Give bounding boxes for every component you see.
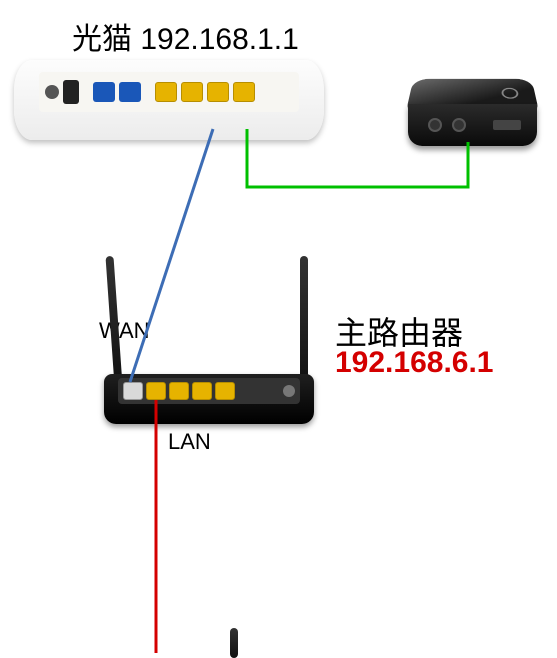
- settop-logo-ring: [501, 88, 519, 99]
- settop-slot: [493, 120, 521, 130]
- modem-power-port: [63, 80, 79, 104]
- modem-phone-port: [93, 82, 115, 102]
- settop-box-device: [405, 56, 540, 146]
- modem-body: [14, 60, 324, 140]
- modem-lan-port: [207, 82, 229, 102]
- second-router-antenna-tip: [230, 628, 238, 658]
- settop-jack: [428, 118, 442, 132]
- modem-lan-port: [233, 82, 255, 102]
- modem-phone-port: [119, 82, 141, 102]
- modem-reset-hole: [45, 85, 59, 99]
- router-lan-port: [169, 382, 189, 400]
- router-ip-label: 192.168.6.1: [335, 346, 493, 380]
- router-lan-port: [146, 382, 166, 400]
- router-antenna: [300, 256, 308, 386]
- router-port-panel: [118, 378, 300, 404]
- router-power-port: [283, 385, 295, 397]
- settop-front-face: [408, 104, 537, 146]
- modem-title-label: 光猫 192.168.1.1: [72, 14, 299, 58]
- lan-label: LAN: [168, 429, 211, 455]
- router-lan-port: [215, 382, 235, 400]
- main-router-device: [104, 256, 314, 424]
- router-body: [104, 374, 314, 424]
- router-wan-port: [123, 382, 143, 400]
- settop-jack: [452, 118, 466, 132]
- modem-port-panel: [39, 72, 299, 112]
- modem-lan-port: [181, 82, 203, 102]
- modem-lan-port: [155, 82, 177, 102]
- router-antenna: [105, 256, 122, 386]
- router-lan-port: [192, 382, 212, 400]
